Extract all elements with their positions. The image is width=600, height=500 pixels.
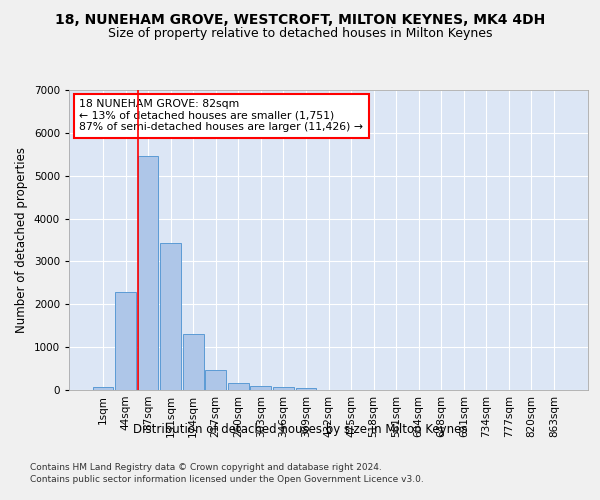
- Text: Distribution of detached houses by size in Milton Keynes: Distribution of detached houses by size …: [133, 422, 467, 436]
- Text: Size of property relative to detached houses in Milton Keynes: Size of property relative to detached ho…: [108, 28, 492, 40]
- Bar: [92, 386, 113, 390]
- Text: Contains HM Land Registry data © Crown copyright and database right 2024.: Contains HM Land Registry data © Crown c…: [30, 462, 382, 471]
- Bar: [228, 382, 248, 390]
- Bar: [296, 388, 316, 390]
- Bar: [160, 243, 181, 390]
- Text: 18 NUNEHAM GROVE: 82sqm
← 13% of detached houses are smaller (1,751)
87% of semi: 18 NUNEHAM GROVE: 82sqm ← 13% of detache…: [79, 99, 364, 132]
- Bar: [273, 387, 294, 390]
- Bar: [183, 334, 203, 390]
- Bar: [137, 156, 158, 390]
- Bar: [115, 292, 136, 390]
- Text: 18, NUNEHAM GROVE, WESTCROFT, MILTON KEYNES, MK4 4DH: 18, NUNEHAM GROVE, WESTCROFT, MILTON KEY…: [55, 12, 545, 26]
- Y-axis label: Number of detached properties: Number of detached properties: [15, 147, 28, 333]
- Bar: [250, 386, 271, 390]
- Bar: [205, 370, 226, 390]
- Text: Contains public sector information licensed under the Open Government Licence v3: Contains public sector information licen…: [30, 475, 424, 484]
